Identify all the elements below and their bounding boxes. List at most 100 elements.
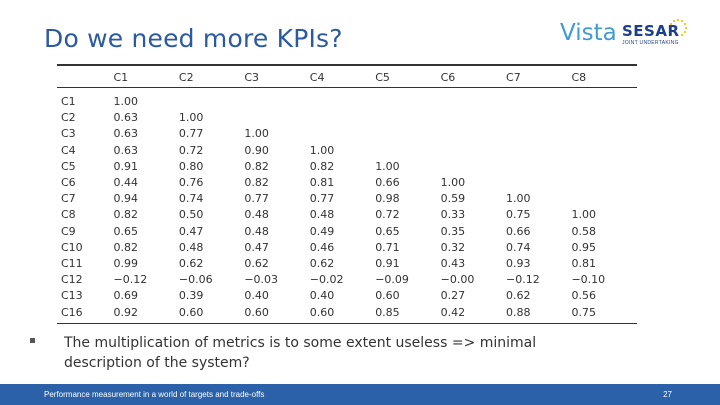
table-cell: 0.40 [244,289,269,303]
table-row: C9 0.65 0.47 0.48 0.49 0.65 0.35 0.66 0.58 [57,224,637,240]
table-body: C1 1.00 C2 0.63 1.00 C3 0.63 0.77 1.00 C4 0.63 0.72… [57,88,637,324]
table-cell: 0.63 [113,111,139,125]
table-cell [571,159,637,175]
table-cell [310,126,375,142]
table-row: C13 0.69 0.39 0.40 0.40 0.60 0.27 0.62 0.56 [57,288,637,304]
row-label-cell: C5 [61,159,76,173]
table-cell [310,110,375,126]
row-label-cell: C16 [61,305,83,319]
table-cell: 0.85 [375,305,400,319]
table-cell [506,88,571,111]
table-cell: 0.80 [178,159,204,173]
table-row: C2 0.63 1.00 [57,110,637,126]
table-cell: 0.75 [571,305,596,319]
table-cell: 0.47 [244,240,269,254]
footer-title: Performance measurement in a world of ta… [44,390,265,399]
page-number: 27 [663,390,672,399]
table-cell: 0.98 [375,192,400,206]
table-cell: 0.92 [113,305,139,319]
table-cell [375,126,440,142]
table-cell: 0.82 [113,208,139,222]
table-cell: −0.02 [309,273,344,287]
table-cell: 0.44 [113,176,139,190]
table-cell: 0.65 [113,224,139,238]
table-cell: 1.00 [178,111,204,125]
table-cell: 0.59 [440,192,466,206]
table-cell: 0.56 [571,289,596,303]
table-cell: 0.66 [506,224,531,238]
table-row: C1 1.00 [57,88,637,111]
table-cell: 0.32 [440,240,466,254]
logo-sesar-text: SESAR [622,22,680,40]
table-cell: 0.82 [244,159,269,173]
table-cell: 0.91 [113,159,139,173]
header-cell: C8 [571,70,587,84]
table-cell: 0.74 [178,192,204,206]
header-cell: C3 [244,70,260,84]
table-cell: 1.00 [506,192,531,206]
bullet-text: The multiplication of metrics is to some… [64,335,537,371]
table-cell: 0.82 [309,159,335,173]
table-cell [571,143,637,159]
table-cell: 0.99 [113,256,139,270]
table-cell: 0.60 [178,305,204,319]
table-cell [375,143,440,159]
table-cell: 0.90 [244,143,269,157]
footer-bar: Performance measurement in a world of ta… [0,384,720,405]
table-cell: 0.43 [440,256,466,270]
table-cell: 0.77 [309,192,335,206]
table-cell: 0.62 [506,289,531,303]
header-cell: C2 [178,70,194,84]
correlation-table: C1 C2 C3 C4 C5 C6 C7 C8 C1 1.00 C2 0.63 1.00… [57,64,637,324]
header-cell: C4 [309,70,325,84]
table-cell: 0.40 [309,289,335,303]
bullet-marker [30,338,35,343]
eu-stars-icon [669,18,688,37]
table-cell: 0.62 [244,256,269,270]
table-cell: 0.49 [309,224,335,238]
table-cell: 0.48 [244,224,269,238]
table-row: C12 −0.12 −0.06 −0.03 −0.02 −0.09 −0.00 −0.12 −0… [57,272,637,288]
table-cell: 1.00 [440,176,466,190]
table-cell: 0.63 [113,127,139,141]
table-cell: 0.60 [244,305,269,319]
row-label-cell: C7 [61,192,76,206]
table-cell [571,88,637,111]
table-row: C3 0.63 0.77 1.00 [57,126,637,142]
table-row: C8 0.82 0.50 0.48 0.48 0.72 0.33 0.75 1.00 [57,207,637,223]
header-cell: C7 [506,70,521,84]
table-cell: 0.62 [309,256,335,270]
header-cell: C1 [113,70,129,84]
table-cell: 0.75 [506,208,531,222]
table-cell: 0.62 [178,256,204,270]
table-cell: 0.46 [309,240,335,254]
table-cell [441,143,506,159]
table-cell [244,110,309,126]
table-cell [375,110,440,126]
logo-tagline: Joint Undertaking [622,40,679,46]
table-cell: 0.91 [375,256,400,270]
table-cell: 1.00 [309,143,335,157]
table-cell: 0.81 [571,256,596,270]
row-label-cell: C3 [61,127,76,141]
table-cell: 0.82 [113,240,139,254]
table-cell: 0.35 [440,224,466,238]
table-cell: 0.27 [440,289,466,303]
table-cell [441,159,506,175]
table-cell [441,126,506,142]
table-cell: 1.00 [113,95,139,109]
vista-sesar-logo: Vista SESAR Joint Undertaking [560,18,690,54]
table-cell: 0.76 [178,176,204,190]
table-row: C6 0.44 0.76 0.82 0.81 0.66 1.00 [57,175,637,191]
header-cell [57,65,114,88]
table-cell: 0.82 [244,176,269,190]
table-cell: 0.69 [113,289,139,303]
table-cell [571,175,637,191]
table-cell [506,143,571,159]
table-header-row: C1 C2 C3 C4 C5 C6 C7 C8 [57,65,637,88]
table-row: C4 0.63 0.72 0.90 1.00 [57,143,637,159]
table-cell: −0.00 [440,273,475,287]
table-cell [571,110,637,126]
table-cell: 0.81 [309,176,335,190]
table-cell [506,126,571,142]
